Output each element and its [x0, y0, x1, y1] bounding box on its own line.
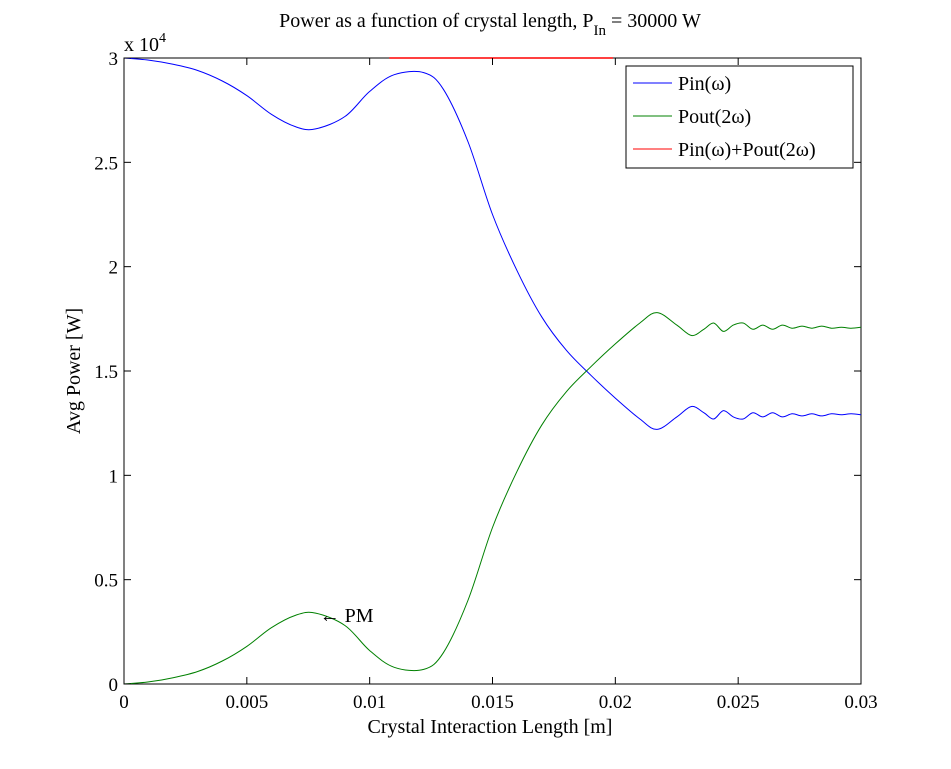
x-tick-label: 0 [119, 692, 129, 713]
x-tick-label: 0.01 [353, 692, 386, 713]
x-tick-label: 0.03 [844, 692, 877, 713]
legend-label-series-pout: Pout(2ω) [678, 106, 751, 128]
chart-title: Power as a function of crystal length, P… [279, 10, 701, 39]
x-tick-label: 0.02 [599, 692, 632, 713]
y-tick-label: 0 [109, 675, 119, 696]
x-tick-label: 0.015 [471, 692, 514, 713]
y-tick-label: 2.5 [94, 153, 118, 174]
y-tick-label: 3 [109, 49, 119, 70]
y-tick-label: 1 [109, 466, 119, 487]
x-axis-ticks: 0 0.005 0.01 0.015 0.02 0.025 0.03 [119, 58, 878, 713]
y-axis-ticks: 0 0.5 1 1.5 2 2.5 3 [94, 49, 861, 696]
series-pin-line [123, 57, 862, 430]
legend-label-series-pin: Pin(ω) [678, 73, 731, 95]
x-tick-label: 0.005 [225, 692, 268, 713]
pm-annotation: ← PM [320, 605, 374, 627]
y-axis-label: Avg Power [W] [63, 308, 85, 434]
series-pout-line [123, 312, 862, 685]
y-multiplier: x 104 [124, 31, 166, 56]
y-tick-label: 2 [109, 258, 119, 279]
legend-label-series-sum: Pin(ω)+Pout(2ω) [678, 139, 816, 161]
y-tick-label: 0.5 [94, 571, 118, 592]
legend: Pin(ω) Pout(2ω) Pin(ω)+Pout(2ω) [625, 65, 854, 169]
y-tick-label: 1.5 [94, 362, 118, 383]
x-axis-label: Crystal Interaction Length [m] [368, 716, 613, 738]
x-tick-label: 0.025 [717, 692, 760, 713]
series-layer [123, 57, 862, 685]
